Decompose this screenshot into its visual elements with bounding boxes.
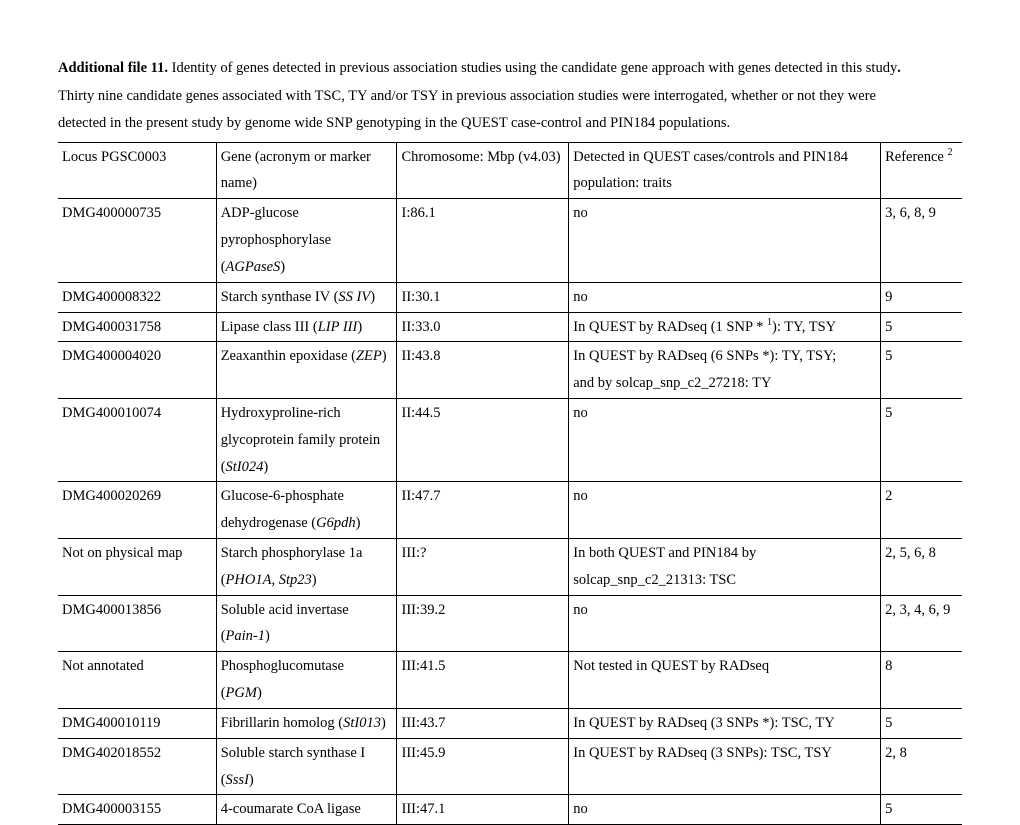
caption-lead: Additional file 11. xyxy=(58,60,168,76)
cell-chrom: I:86.1 xyxy=(397,199,569,282)
caption-line3: detected in the present study by genome … xyxy=(58,115,730,131)
cell-locus: Not on physical map xyxy=(58,539,216,596)
cell-locus: DMG400008322 xyxy=(58,282,216,312)
cell-gene: Fibrillarin homolog (StI013) xyxy=(216,708,397,738)
cell-ref: 8 xyxy=(881,652,962,709)
cell-ref: 9 xyxy=(881,282,962,312)
hdr-gene: Gene (acronym or markername) xyxy=(216,142,397,199)
cell-gene: Hydroxyproline-richglycoprotein family p… xyxy=(216,398,397,481)
cell-gene: 4-coumarate CoA ligase xyxy=(216,795,397,825)
cell-detected: In both QUEST and PIN184 bysolcap_snp_c2… xyxy=(569,539,881,596)
table-row: Not annotated Phosphoglucomutase(PGM) II… xyxy=(58,652,962,709)
cell-detected: In QUEST by RADseq (3 SNPs *): TSC, TY xyxy=(569,708,881,738)
cell-chrom: II:43.8 xyxy=(397,342,569,399)
cell-ref: 5 xyxy=(881,398,962,481)
cell-ref: 5 xyxy=(881,342,962,399)
cell-locus: DMG400020269 xyxy=(58,482,216,539)
cell-gene: Lipase class III (LIP III) xyxy=(216,312,397,342)
cell-detected: no xyxy=(569,482,881,539)
cell-detected: no xyxy=(569,595,881,652)
cell-chrom: III:45.9 xyxy=(397,738,569,795)
hdr-chrom: Chromosome: Mbp (v4.03) xyxy=(397,142,569,199)
cell-locus: DMG400000735 xyxy=(58,199,216,282)
table-row: DMG400003155 4-coumarate CoA ligase III:… xyxy=(58,795,962,825)
cell-detected: In QUEST by RADseq (1 SNP * 1): TY, TSY xyxy=(569,312,881,342)
cell-gene: Soluble acid invertase(Pain-1) xyxy=(216,595,397,652)
cell-gene: Starch phosphorylase 1a(PHO1A, Stp23) xyxy=(216,539,397,596)
hdr-locus: Locus PGSC0003 xyxy=(58,142,216,199)
cell-detected: no xyxy=(569,398,881,481)
cell-gene: Soluble starch synthase I(SssI) xyxy=(216,738,397,795)
cell-chrom: III:? xyxy=(397,539,569,596)
cell-detected: Not tested in QUEST by RADseq xyxy=(569,652,881,709)
cell-chrom: II:30.1 xyxy=(397,282,569,312)
cell-chrom: III:43.7 xyxy=(397,708,569,738)
cell-gene: Phosphoglucomutase(PGM) xyxy=(216,652,397,709)
cell-detected: no xyxy=(569,282,881,312)
cell-locus: DMG402018552 xyxy=(58,738,216,795)
table-row: DMG400010074 Hydroxyproline-richglycopro… xyxy=(58,398,962,481)
cell-gene: Glucose-6-phosphatedehydrogenase (G6pdh) xyxy=(216,482,397,539)
table-row: DMG402018552 Soluble starch synthase I(S… xyxy=(58,738,962,795)
cell-chrom: II:33.0 xyxy=(397,312,569,342)
cell-chrom: III:41.5 xyxy=(397,652,569,709)
cell-ref: 2, 3, 4, 6, 9 xyxy=(881,595,962,652)
cell-ref: 2, 5, 6, 8 xyxy=(881,539,962,596)
gene-table: Locus PGSC0003 Gene (acronym or markerna… xyxy=(58,142,962,825)
hdr-ref: Reference 2 xyxy=(881,142,962,199)
cell-detected: In QUEST by RADseq (3 SNPs): TSC, TSY xyxy=(569,738,881,795)
caption: Additional file 11. Identity of genes de… xyxy=(58,55,962,138)
cell-chrom: III:39.2 xyxy=(397,595,569,652)
caption-dot: . xyxy=(897,60,901,76)
table-row: DMG400000735 ADP-glucosepyrophosphorylas… xyxy=(58,199,962,282)
table-row: DMG400031758 Lipase class III (LIP III) … xyxy=(58,312,962,342)
cell-gene: Zeaxanthin epoxidase (ZEP) xyxy=(216,342,397,399)
cell-locus: DMG400013856 xyxy=(58,595,216,652)
cell-gene: Starch synthase IV (SS IV) xyxy=(216,282,397,312)
cell-ref: 3, 6, 8, 9 xyxy=(881,199,962,282)
hdr-detected: Detected in QUEST cases/controls and PIN… xyxy=(569,142,881,199)
cell-chrom: III:47.1 xyxy=(397,795,569,825)
cell-locus: DMG400004020 xyxy=(58,342,216,399)
table-row: DMG400013856 Soluble acid invertase(Pain… xyxy=(58,595,962,652)
cell-locus: DMG400010119 xyxy=(58,708,216,738)
cell-locus: Not annotated xyxy=(58,652,216,709)
cell-gene: ADP-glucosepyrophosphorylase(AGPaseS) xyxy=(216,199,397,282)
table-body: Locus PGSC0003 Gene (acronym or markerna… xyxy=(58,142,962,825)
table-row: DMG400004020 Zeaxanthin epoxidase (ZEP) … xyxy=(58,342,962,399)
table-row: DMG400020269 Glucose-6-phosphatedehydrog… xyxy=(58,482,962,539)
caption-line2: Thirty nine candidate genes associated w… xyxy=(58,88,876,104)
table-row: DMG400010119 Fibrillarin homolog (StI013… xyxy=(58,708,962,738)
cell-chrom: II:44.5 xyxy=(397,398,569,481)
cell-ref: 2 xyxy=(881,482,962,539)
table-row: Not on physical map Starch phosphorylase… xyxy=(58,539,962,596)
cell-chrom: II:47.7 xyxy=(397,482,569,539)
cell-detected: In QUEST by RADseq (6 SNPs *): TY, TSY;a… xyxy=(569,342,881,399)
cell-ref: 2, 8 xyxy=(881,738,962,795)
cell-locus: DMG400010074 xyxy=(58,398,216,481)
table-row: DMG400008322 Starch synthase IV (SS IV) … xyxy=(58,282,962,312)
cell-locus: DMG400031758 xyxy=(58,312,216,342)
table-header-row: Locus PGSC0003 Gene (acronym or markerna… xyxy=(58,142,962,199)
caption-line1-rest: Identity of genes detected in previous a… xyxy=(168,60,897,76)
cell-ref: 5 xyxy=(881,708,962,738)
cell-detected: no xyxy=(569,199,881,282)
cell-ref: 5 xyxy=(881,795,962,825)
cell-locus: DMG400003155 xyxy=(58,795,216,825)
cell-ref: 5 xyxy=(881,312,962,342)
cell-detected: no xyxy=(569,795,881,825)
